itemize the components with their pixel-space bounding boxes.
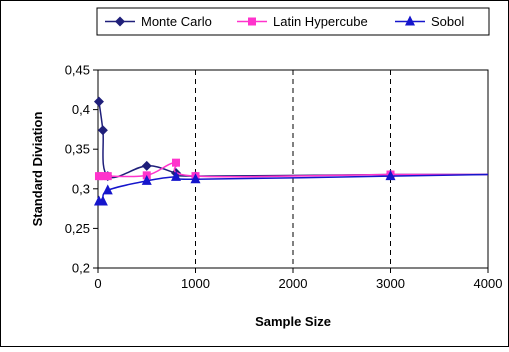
legend-marker [115,16,125,27]
data-point [102,184,113,195]
y-tick-label: 0,4 [72,102,90,117]
data-point [190,173,201,184]
y-axis-title: Standard Diviation [30,112,45,227]
legend-label: Monte Carlo [141,14,212,29]
data-point [385,170,396,181]
y-tick-label: 0,35 [65,142,90,157]
data-point [141,174,152,185]
series-layer [93,96,489,206]
legend-label: Latin Hypercube [273,14,368,29]
y-tick-label: 0,3 [72,181,90,196]
data-point [171,170,181,181]
data-point [93,96,104,107]
x-tick-label: 4000 [474,276,503,291]
x-tick-label: 2000 [279,276,308,291]
x-axis-title: Sample Size [255,314,331,329]
data-point [98,172,107,181]
legend-marker [248,17,256,26]
axes: 0 1000 2000 3000 4000 0,2 0,25 0,3 0,35 0,4 0,45 [65,63,503,292]
series-sobol [93,170,489,206]
x-tick-label: 3000 [376,276,405,291]
y-tick-label: 0,2 [72,261,90,276]
x-tick-label: 0 [94,276,101,291]
data-point [97,125,108,136]
x-tick-label: 1000 [181,276,210,291]
data-point [141,160,152,171]
data-point [172,158,180,167]
gridlines [195,70,391,268]
data-point [97,195,108,206]
data-point [103,172,112,181]
legend-marker [405,15,415,26]
legend-item: Sobol [395,14,464,29]
legend-item: Monte Carlo [105,14,212,29]
legend-item: Latin Hypercube [237,14,368,29]
legend: Monte Carlo Latin Hypercube Sobol [96,7,490,36]
y-tick-label: 0,25 [65,221,90,236]
legend-label: Sobol [431,14,464,29]
y-tick-label: 0,45 [65,63,90,78]
